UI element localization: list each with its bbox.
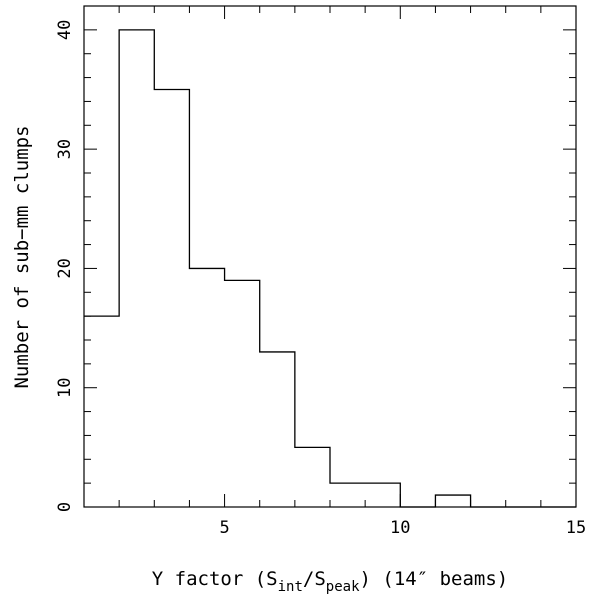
histogram-bin-3-4: [154, 90, 189, 508]
histogram-bin-4-5: [189, 268, 224, 507]
x-axis-label-sub-int: int: [278, 579, 303, 595]
x-tick-label: 5: [219, 518, 229, 538]
histogram-bin-5-6: [225, 280, 260, 507]
y-tick-label: 10: [55, 377, 75, 397]
x-tick-label: 10: [390, 518, 410, 538]
histogram-step-line: [84, 29, 576, 508]
histogram-bins: [84, 30, 471, 507]
x-axis-label-part1: Y factor (S: [152, 568, 278, 590]
y-tick-label: 40: [55, 20, 75, 40]
histogram-bin-11-12: [435, 495, 470, 507]
y-tick-label: 20: [55, 258, 75, 278]
y-tick-label: 30: [55, 139, 75, 159]
histogram-bin-6-7: [260, 352, 295, 507]
y-axis-label: Number of sub−mm clumps: [11, 125, 33, 388]
y-tick-label: 0: [55, 502, 75, 512]
tick-labels: 5 10 15 0 10 20 30 40: [55, 20, 586, 538]
x-axis-label-sub-peak: peak: [326, 579, 360, 595]
histogram-bin-8-9: [330, 483, 365, 507]
histogram-bin-2-3: [119, 30, 154, 507]
x-axis-label-part3: ) (14″ beams): [360, 568, 509, 590]
x-axis-label: Y factor (Sint/Speak) (14″ beams): [152, 568, 508, 595]
x-tick-label: 15: [566, 518, 586, 538]
x-axis-label-part2: /S: [303, 568, 326, 590]
histogram-bin-9-10: [365, 483, 400, 507]
axis-ticks: [83, 5, 577, 508]
plot-frame: [83, 5, 577, 508]
histogram-bin-7-8: [295, 447, 330, 507]
